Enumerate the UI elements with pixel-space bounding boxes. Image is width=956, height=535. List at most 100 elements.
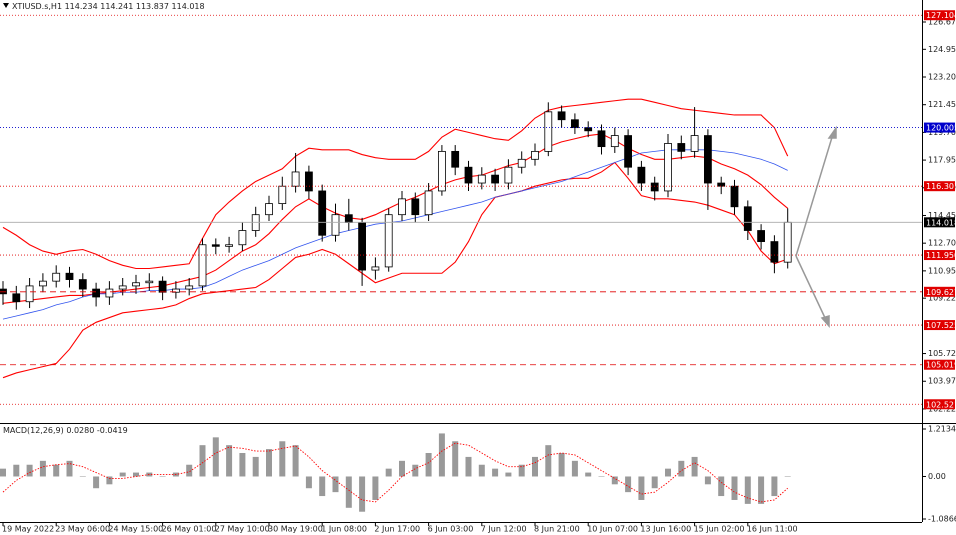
macd-bar — [731, 476, 738, 500]
level-label: 127.104 — [926, 11, 956, 20]
level-label: 120.005 — [926, 124, 956, 133]
macd-bar — [119, 472, 126, 477]
macd-bar — [0, 468, 6, 477]
macd-bar — [452, 441, 459, 477]
level-label-bg — [924, 250, 955, 261]
macd-bar — [372, 476, 379, 500]
candle-body — [557, 111, 566, 121]
candle-body — [25, 285, 34, 303]
candle-body — [158, 280, 167, 293]
y-tick-label: 126.675 — [928, 18, 956, 27]
macd-bar — [305, 476, 312, 489]
indicator-line — [2, 161, 788, 379]
macd-title: MACD(12,26,9) 0.0280 -0.0419 — [3, 426, 128, 435]
y-tick-label: 117.950 — [928, 156, 956, 165]
level-label: 114.018 — [926, 218, 956, 227]
x-tick-label: 30 May 19:00 — [268, 525, 323, 534]
candle-body — [424, 190, 433, 216]
level-label: 107.525 — [926, 321, 956, 330]
menu-triangle — [3, 3, 9, 8]
candle-body — [783, 221, 792, 263]
macd-bar — [186, 464, 193, 477]
x-tick-label: 2 Jun 17:00 — [374, 525, 420, 534]
level-label: 109.627 — [926, 288, 956, 297]
candle-body — [145, 280, 154, 284]
level-label-bg — [924, 399, 955, 410]
macd-bar — [239, 453, 246, 477]
level-label-bg — [924, 217, 955, 228]
y-tick-label: 121.450 — [928, 100, 956, 109]
macd-bar — [399, 460, 405, 477]
macd-bar — [704, 476, 711, 485]
indicator-line — [2, 149, 788, 320]
macd-bar — [266, 449, 272, 477]
x-tick-label: 13 Jun 16:00 — [640, 525, 691, 534]
candle-body — [358, 222, 367, 271]
macd-bar — [478, 464, 485, 477]
y-tick-label: 105.725 — [928, 349, 956, 358]
level-label-bg — [924, 181, 955, 192]
candle-body — [504, 166, 513, 184]
candle-body — [717, 182, 726, 187]
macd-bar — [93, 476, 100, 489]
y-tick-label: 0.00 — [928, 472, 946, 481]
macd-bar — [292, 445, 299, 477]
macd-bar — [199, 445, 206, 477]
candle-body — [704, 135, 712, 184]
macd-bar — [532, 456, 538, 477]
macd-bar — [332, 476, 339, 493]
candle-body — [185, 285, 194, 290]
y-tick-label: 124.950 — [928, 45, 956, 54]
macd-bar — [625, 476, 632, 493]
candle-body — [171, 288, 180, 293]
level-label: 111.950 — [926, 251, 956, 260]
x-tick-label: 23 May 06:00 — [55, 525, 110, 534]
candle-body — [318, 190, 327, 236]
candle-body — [78, 279, 87, 290]
level-label: 102.521 — [926, 400, 956, 409]
candle-body — [132, 282, 140, 287]
macd-bar — [106, 476, 113, 485]
macd-bar — [425, 453, 432, 477]
candle-body — [12, 293, 21, 303]
y-tick-label: 112.700 — [928, 239, 956, 248]
macd-bar — [26, 464, 33, 477]
y-tick-label: 1.2134 — [928, 424, 956, 433]
candle-body — [384, 214, 393, 268]
macd-bar — [771, 476, 778, 497]
candle-body — [637, 166, 646, 184]
x-tick-label: 7 Jun 12:00 — [481, 525, 527, 534]
level-label-bg — [924, 122, 955, 133]
level-label-bg — [924, 320, 955, 331]
candle-body — [39, 280, 47, 287]
candle-body — [517, 158, 526, 168]
y-tick-label: 109.225 — [928, 294, 956, 303]
level-label: 105.019 — [926, 361, 956, 370]
x-tick-label: 8 Jun 21:00 — [534, 525, 580, 534]
macd-bar — [518, 464, 525, 477]
macd-bar — [133, 472, 139, 477]
macd-bar — [279, 441, 286, 477]
macd-bar — [758, 476, 765, 504]
x-tick-label: 27 May 10:00 — [215, 525, 270, 534]
macd-bar — [558, 453, 565, 477]
candle-body — [757, 230, 765, 242]
candle-body — [238, 230, 247, 246]
candle-body — [677, 143, 686, 152]
x-tick-label: 16 Jun 11:00 — [747, 525, 798, 534]
candle-body — [371, 266, 380, 271]
candle-body — [690, 135, 699, 152]
y-tick-label: 114.450 — [928, 211, 956, 220]
macd-bar — [226, 445, 233, 477]
macd-bar — [252, 456, 259, 477]
macd-bar — [678, 460, 685, 477]
indicator-line — [2, 133, 789, 304]
macd-bar — [438, 433, 445, 477]
candle-body — [650, 182, 659, 192]
macd-bar — [345, 476, 352, 508]
candle-body — [571, 119, 579, 129]
candle-body — [278, 185, 287, 205]
candle-body — [743, 206, 752, 231]
candle-body — [225, 244, 234, 247]
